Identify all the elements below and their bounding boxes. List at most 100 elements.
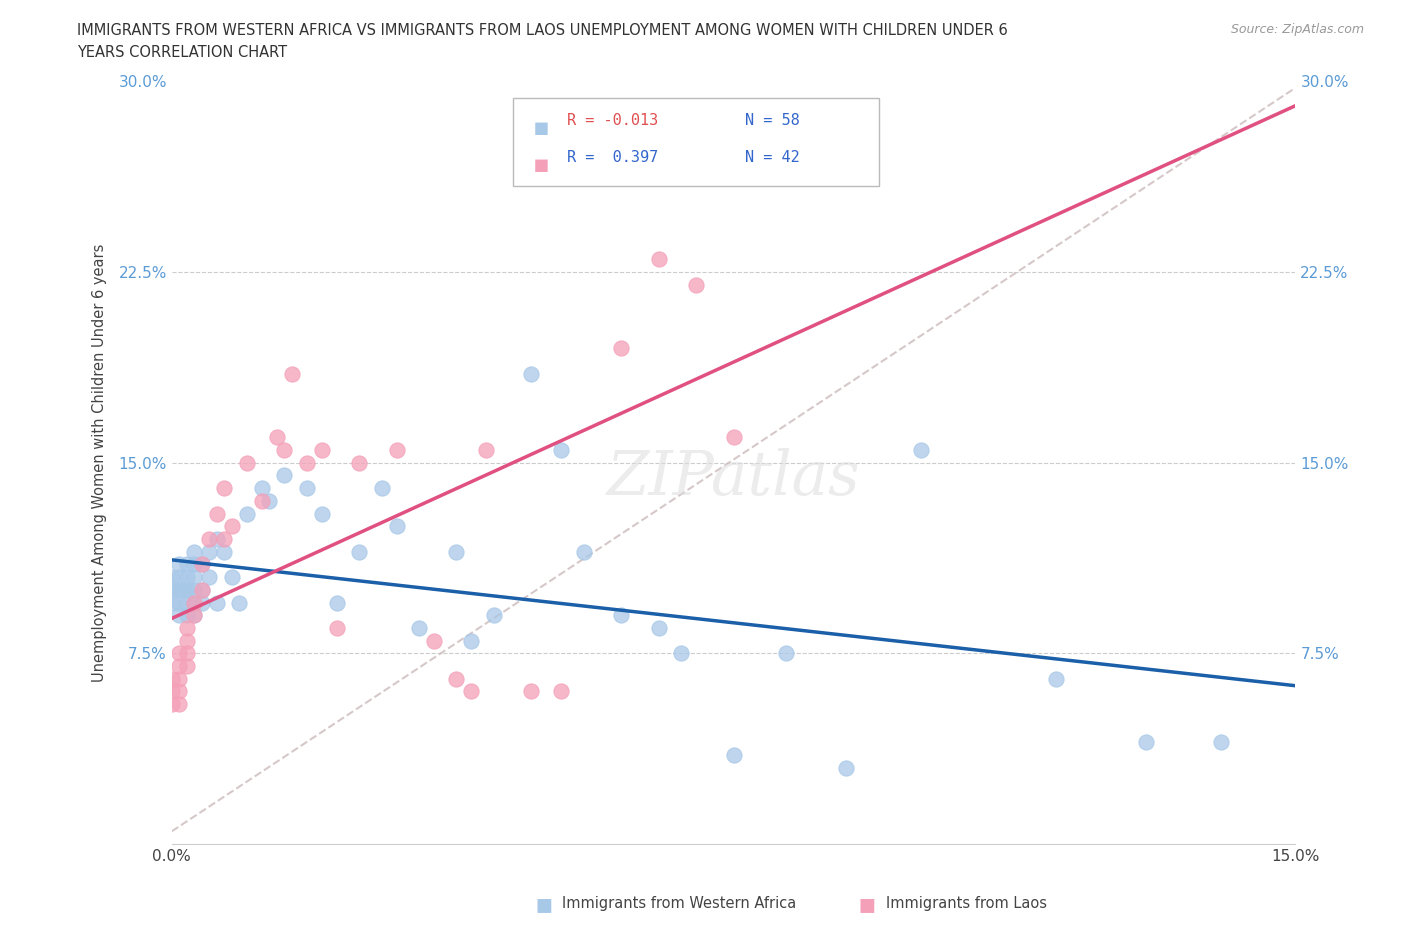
Point [228, 595, 250, 610]
Point [169, 697, 191, 711]
Text: Immigrants from Western Africa: Immigrants from Western Africa [562, 897, 797, 911]
Point [183, 557, 205, 572]
Text: Immigrants from Laos: Immigrants from Laos [886, 897, 1047, 911]
Point [169, 582, 191, 597]
Point [205, 595, 228, 610]
Point [550, 443, 572, 458]
Text: N = 58: N = 58 [745, 113, 800, 127]
Point [520, 684, 543, 699]
Point [191, 595, 214, 610]
Point [347, 544, 370, 559]
Text: ▪: ▪ [534, 890, 553, 918]
Point [160, 582, 183, 597]
Text: R = -0.013: R = -0.013 [567, 113, 658, 127]
Point [169, 557, 191, 572]
Y-axis label: Unemployment Among Women with Children Under 6 years: Unemployment Among Women with Children U… [93, 244, 107, 682]
Point [169, 570, 191, 585]
Point [423, 633, 446, 648]
Text: ▪: ▪ [858, 890, 876, 918]
Point [176, 658, 198, 673]
Text: YEARS CORRELATION CHART: YEARS CORRELATION CHART [77, 45, 287, 60]
Point [572, 544, 595, 559]
Point [176, 620, 198, 635]
Point [176, 633, 198, 648]
Point [385, 519, 408, 534]
Point [191, 557, 214, 572]
Point [183, 595, 205, 610]
Point [1209, 735, 1232, 750]
Point [198, 532, 221, 547]
Point [160, 570, 183, 585]
Point [250, 481, 273, 496]
Point [669, 646, 692, 661]
Text: N = 42: N = 42 [745, 150, 800, 165]
Point [169, 684, 191, 699]
Point [295, 456, 318, 471]
Text: IMMIGRANTS FROM WESTERN AFRICA VS IMMIGRANTS FROM LAOS UNEMPLOYMENT AMONG WOMEN : IMMIGRANTS FROM WESTERN AFRICA VS IMMIGR… [77, 23, 1008, 38]
Point [191, 582, 214, 597]
Point [183, 595, 205, 610]
Point [169, 608, 191, 623]
Point [176, 608, 198, 623]
Point [1045, 671, 1067, 686]
Point [160, 595, 183, 610]
Point [273, 468, 295, 483]
Point [212, 481, 235, 496]
Point [835, 761, 858, 776]
Point [160, 671, 183, 686]
Point [176, 582, 198, 597]
Point [176, 646, 198, 661]
Text: R =  0.397: R = 0.397 [567, 150, 658, 165]
Point [648, 252, 671, 267]
Point [475, 443, 498, 458]
Point [482, 608, 505, 623]
Point [325, 620, 347, 635]
Point [610, 341, 633, 356]
Point [775, 646, 797, 661]
Text: ▪: ▪ [533, 153, 550, 178]
Point [910, 443, 932, 458]
Point [212, 544, 235, 559]
Point [311, 443, 333, 458]
Point [176, 595, 198, 610]
Point [648, 620, 671, 635]
Point [183, 544, 205, 559]
Text: ▪: ▪ [533, 116, 550, 140]
Point [198, 570, 221, 585]
Point [610, 608, 633, 623]
Point [347, 456, 370, 471]
Point [160, 697, 183, 711]
Point [370, 481, 392, 496]
Point [685, 277, 707, 292]
Point [550, 684, 572, 699]
Point [446, 671, 468, 686]
Text: ZIPatlas: ZIPatlas [607, 448, 860, 508]
Point [835, 151, 858, 166]
Point [169, 595, 191, 610]
Point [250, 494, 273, 509]
Point [446, 544, 468, 559]
Point [176, 582, 198, 597]
Point [160, 684, 183, 699]
Point [205, 532, 228, 547]
Point [191, 557, 214, 572]
Point [205, 506, 228, 521]
Point [520, 366, 543, 381]
Point [723, 748, 745, 763]
Point [183, 608, 205, 623]
Point [176, 570, 198, 585]
Point [169, 671, 191, 686]
Point [280, 366, 302, 381]
Point [169, 658, 191, 673]
Point [723, 430, 745, 445]
Point [408, 620, 430, 635]
Point [325, 595, 347, 610]
Point [221, 570, 243, 585]
Point [295, 481, 318, 496]
Point [176, 557, 198, 572]
Point [266, 430, 288, 445]
Point [235, 456, 257, 471]
Point [460, 633, 482, 648]
Point [169, 582, 191, 597]
Point [183, 608, 205, 623]
